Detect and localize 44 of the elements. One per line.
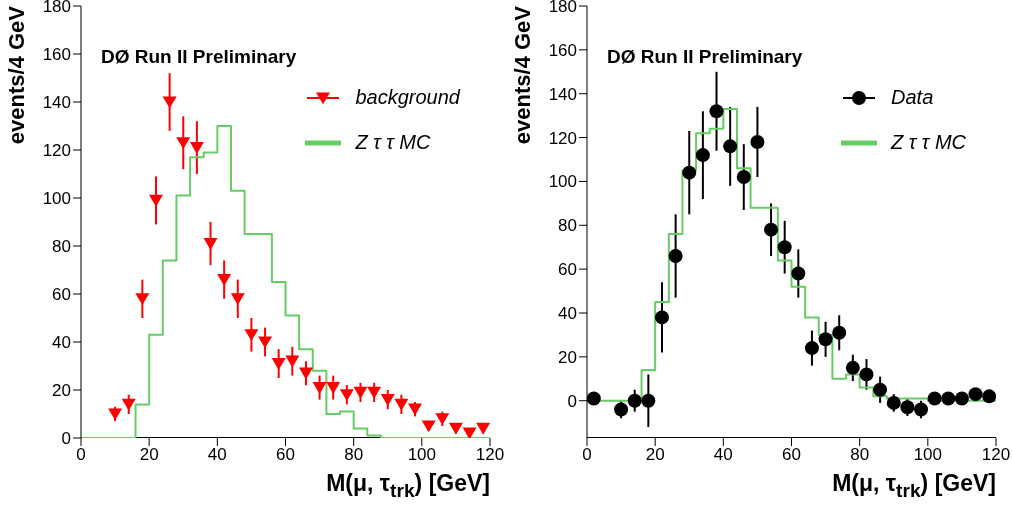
y-tick-label: 60 <box>52 285 71 305</box>
y-tick-label: 180 <box>42 0 71 17</box>
legend-label: Data <box>891 86 934 109</box>
y-tick-label: 80 <box>52 237 71 257</box>
y-tick-label: 40 <box>558 304 577 324</box>
y-tick-label: 120 <box>548 128 577 148</box>
x-tick-label: 0 <box>76 445 86 465</box>
x-tick-label: 40 <box>713 445 733 465</box>
y-tick-label: 160 <box>548 40 577 60</box>
x-tick-label: 40 <box>207 445 227 465</box>
y-tick-label: 120 <box>42 141 71 161</box>
y-tick-label: 140 <box>548 84 577 104</box>
y-tick-label: 160 <box>42 45 71 65</box>
y-tick-label: 20 <box>558 347 577 367</box>
y-tick-label: 20 <box>52 381 71 401</box>
x-tick-label: 80 <box>344 445 364 465</box>
x-tick-label: 60 <box>276 445 295 465</box>
y-axis-title: events/4 GeV <box>4 6 30 145</box>
x-axis-title: M(μ, τ$_{trk}$) [GeV] <box>831 470 996 502</box>
y-tick-label: 100 <box>548 172 577 192</box>
y-tick-label: 140 <box>42 93 71 113</box>
annotation: DØ Run II Preliminary <box>607 46 803 68</box>
y-tick-label: 180 <box>548 0 577 17</box>
x-tick-label: 80 <box>850 445 870 465</box>
x-axis-title: M(μ, τ$_{trk}$) [GeV] <box>325 470 490 502</box>
y-axis-title: events/4 GeV <box>510 6 536 145</box>
x-tick-label: 120 <box>475 445 505 465</box>
legend-label: Z τ τ MC <box>355 131 431 154</box>
legend-label: Z τ τ MC <box>891 131 966 154</box>
y-tick-label: 0 <box>567 391 577 411</box>
x-tick-label: 0 <box>582 445 592 465</box>
x-tick-label: 20 <box>645 445 665 465</box>
y-tick-label: 100 <box>42 189 71 209</box>
y-tick-label: 40 <box>52 333 71 353</box>
x-tick-label: 60 <box>782 445 801 465</box>
annotation: DØ Run II Preliminary <box>101 46 297 68</box>
legend-label: background <box>355 86 460 109</box>
x-tick-label: 20 <box>139 445 159 465</box>
x-tick-label: 100 <box>407 445 437 465</box>
y-tick-label: 60 <box>558 260 577 280</box>
y-tick-label: 0 <box>61 429 71 449</box>
x-tick-label: 100 <box>913 445 943 465</box>
x-tick-label: 120 <box>981 445 1011 465</box>
y-tick-label: 80 <box>558 216 577 236</box>
